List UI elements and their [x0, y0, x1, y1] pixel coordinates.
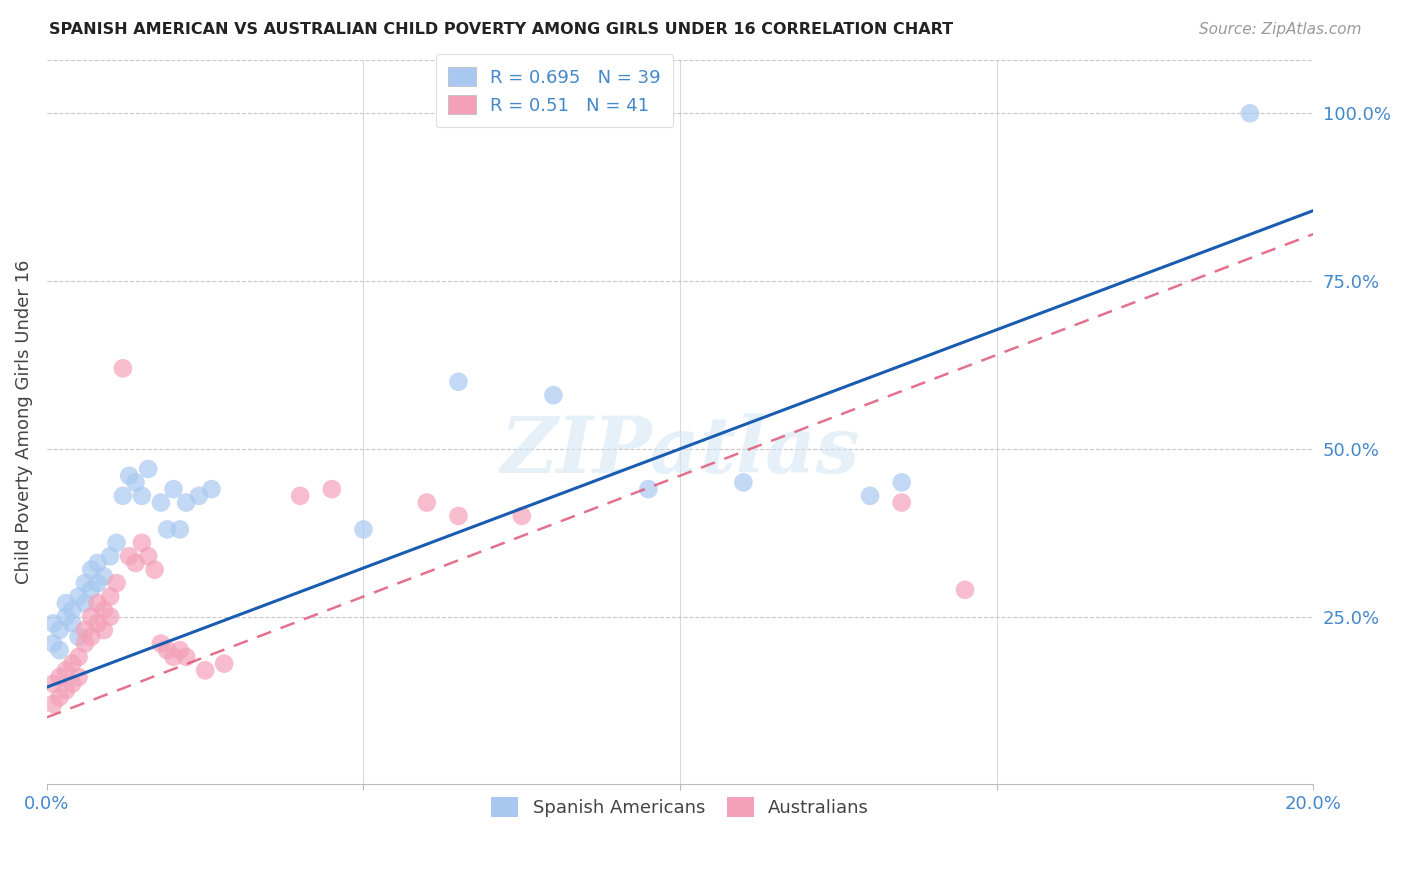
Point	[98, 609, 121, 624]
Point	[67, 670, 90, 684]
Point	[447, 508, 470, 523]
Point	[1239, 106, 1261, 120]
Point	[510, 508, 533, 523]
Point	[55, 663, 77, 677]
Point	[73, 636, 96, 650]
Point	[169, 643, 191, 657]
Point	[124, 475, 146, 490]
Point	[111, 361, 134, 376]
Point	[187, 489, 209, 503]
Point	[55, 596, 77, 610]
Point	[162, 482, 184, 496]
Point	[353, 522, 375, 536]
Point	[80, 582, 103, 597]
Point	[80, 563, 103, 577]
Point	[149, 636, 172, 650]
Point	[162, 649, 184, 664]
Point	[174, 649, 197, 664]
Point	[174, 495, 197, 509]
Point	[321, 482, 343, 496]
Point	[80, 609, 103, 624]
Point	[118, 468, 141, 483]
Point	[733, 475, 755, 490]
Point	[67, 590, 90, 604]
Point	[48, 670, 70, 684]
Point	[86, 556, 108, 570]
Point	[80, 630, 103, 644]
Point	[55, 683, 77, 698]
Point	[637, 482, 659, 496]
Point	[98, 590, 121, 604]
Point	[86, 596, 108, 610]
Point	[42, 677, 65, 691]
Point	[859, 489, 882, 503]
Point	[136, 549, 159, 564]
Text: ZIPatlas: ZIPatlas	[501, 413, 860, 489]
Point	[48, 690, 70, 705]
Point	[105, 576, 128, 591]
Point	[48, 623, 70, 637]
Point	[953, 582, 976, 597]
Point	[156, 522, 179, 536]
Point	[98, 549, 121, 564]
Point	[73, 623, 96, 637]
Point	[86, 576, 108, 591]
Point	[42, 697, 65, 711]
Point	[131, 489, 153, 503]
Point	[169, 522, 191, 536]
Point	[86, 616, 108, 631]
Point	[131, 536, 153, 550]
Point	[73, 576, 96, 591]
Point	[124, 556, 146, 570]
Point	[67, 649, 90, 664]
Point	[890, 475, 912, 490]
Point	[212, 657, 235, 671]
Point	[60, 603, 83, 617]
Point	[93, 569, 115, 583]
Point	[543, 388, 565, 402]
Point	[60, 657, 83, 671]
Point	[73, 596, 96, 610]
Y-axis label: Child Poverty Among Girls Under 16: Child Poverty Among Girls Under 16	[15, 260, 32, 584]
Point	[48, 643, 70, 657]
Point	[143, 563, 166, 577]
Text: Source: ZipAtlas.com: Source: ZipAtlas.com	[1198, 22, 1361, 37]
Point	[60, 677, 83, 691]
Point	[200, 482, 222, 496]
Point	[93, 603, 115, 617]
Point	[447, 375, 470, 389]
Point	[42, 636, 65, 650]
Point	[42, 616, 65, 631]
Point	[194, 663, 217, 677]
Point	[55, 609, 77, 624]
Point	[111, 489, 134, 503]
Point	[60, 616, 83, 631]
Point	[890, 495, 912, 509]
Point	[136, 462, 159, 476]
Point	[67, 630, 90, 644]
Point	[149, 495, 172, 509]
Point	[156, 643, 179, 657]
Point	[93, 623, 115, 637]
Point	[105, 536, 128, 550]
Point	[288, 489, 311, 503]
Point	[416, 495, 439, 509]
Point	[118, 549, 141, 564]
Text: SPANISH AMERICAN VS AUSTRALIAN CHILD POVERTY AMONG GIRLS UNDER 16 CORRELATION CH: SPANISH AMERICAN VS AUSTRALIAN CHILD POV…	[49, 22, 953, 37]
Legend: Spanish Americans, Australians: Spanish Americans, Australians	[482, 789, 879, 826]
